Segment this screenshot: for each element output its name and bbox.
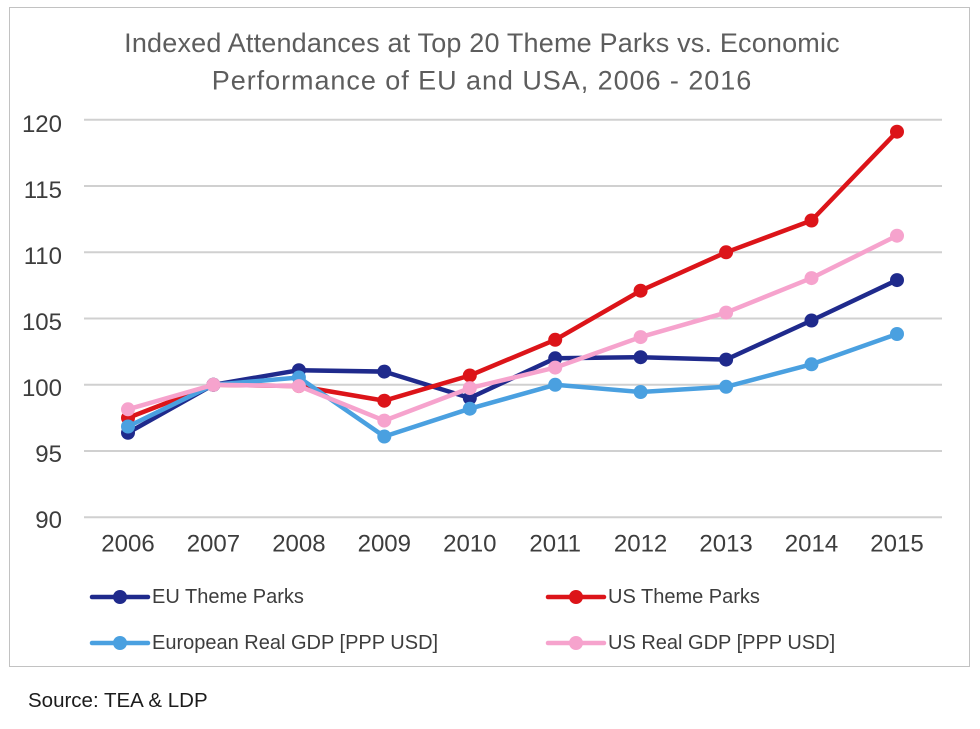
svg-text:2011: 2011	[529, 531, 581, 558]
svg-text:90: 90	[35, 507, 62, 534]
svg-text:Indexed Attendances at Top 20: Indexed Attendances at Top 20 Theme Park…	[124, 28, 840, 58]
svg-text:2009: 2009	[358, 531, 411, 558]
svg-text:EU Theme Parks: EU Theme Parks	[152, 586, 304, 608]
svg-text:2008: 2008	[272, 531, 325, 558]
svg-text:2013: 2013	[699, 531, 752, 558]
svg-text:2010: 2010	[443, 531, 496, 558]
svg-text:110: 110	[24, 243, 62, 270]
svg-text:Performance of EU and USA, 200: Performance of EU and USA, 2006 - 2016	[212, 66, 752, 96]
svg-text:European Real GDP [PPP USD]: European Real GDP [PPP USD]	[152, 632, 438, 654]
svg-text:2006: 2006	[101, 531, 154, 558]
svg-text:2014: 2014	[785, 531, 838, 558]
svg-text:2012: 2012	[614, 531, 667, 558]
svg-text:US Real GDP [PPP USD]: US Real GDP [PPP USD]	[608, 632, 835, 654]
svg-text:2015: 2015	[870, 531, 923, 558]
svg-text:US Theme Parks: US Theme Parks	[608, 586, 760, 608]
svg-text:115: 115	[24, 177, 62, 204]
svg-text:2007: 2007	[187, 531, 240, 558]
svg-text:95: 95	[35, 441, 62, 468]
svg-text:100: 100	[22, 375, 62, 402]
svg-text:Source: TEA & LDP: Source: TEA & LDP	[28, 689, 208, 712]
svg-text:120: 120	[22, 111, 62, 138]
svg-text:105: 105	[22, 309, 62, 336]
